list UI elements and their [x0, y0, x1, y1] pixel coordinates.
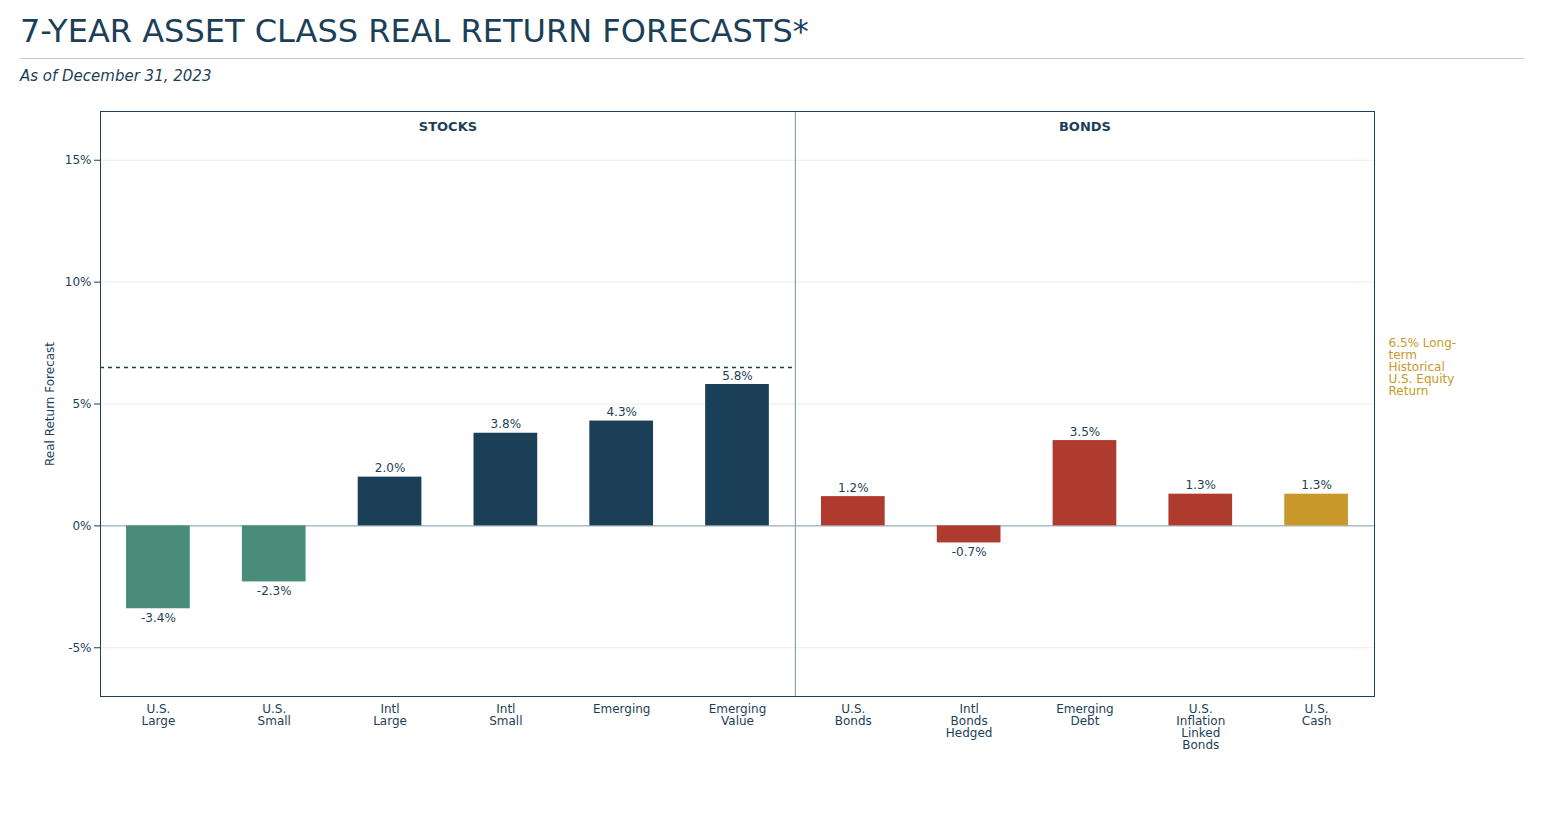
svg-text:3.8%: 3.8% — [491, 417, 522, 431]
html-text:7-YEAR ASSET CLASS REAL RETURN: 7-YEAR ASSET CLASS REAL RETURN FORECASTS… — [20, 12, 809, 50]
svg-text:3.5%: 3.5% — [1070, 425, 1101, 439]
svg-text:Real Return Forecast: Real Return Forecast — [43, 342, 57, 466]
svg-text:0%: 0% — [72, 519, 91, 533]
svg-text:6.5% Long-termHistoricalU.S. E: 6.5% Long-termHistoricalU.S. EquityRetur… — [1389, 336, 1457, 398]
svg-text:1.3%: 1.3% — [1301, 478, 1332, 492]
svg-text:IntlLarge: IntlLarge — [373, 702, 407, 728]
svg-text:Emerging: Emerging — [593, 702, 651, 716]
svg-text:-5%: -5% — [68, 641, 91, 655]
svg-text:U.S.Small: U.S.Small — [258, 702, 291, 728]
svg-text:4.3%: 4.3% — [606, 405, 637, 419]
html-text:As of December 31, 2023: As of December 31, 2023 — [20, 67, 212, 85]
svg-text:U.S.Cash: U.S.Cash — [1302, 702, 1332, 728]
svg-text:2.0%: 2.0% — [375, 461, 406, 475]
svg-text:-0.7%: -0.7% — [952, 545, 987, 559]
svg-text:U.S.Large: U.S.Large — [142, 702, 176, 728]
svg-text:EmergingValue: EmergingValue — [709, 702, 767, 728]
svg-text:5%: 5% — [72, 397, 91, 411]
svg-text:U.S.Bonds: U.S.Bonds — [835, 702, 872, 728]
svg-text:IntlBondsHedged: IntlBondsHedged — [946, 702, 993, 740]
svg-text:1.2%: 1.2% — [838, 481, 869, 495]
svg-text:BONDS: BONDS — [1059, 119, 1111, 134]
svg-text:10%: 10% — [65, 275, 92, 289]
svg-text:-2.3%: -2.3% — [257, 584, 292, 598]
svg-text:5.8%: 5.8% — [722, 369, 753, 383]
svg-text:1.3%: 1.3% — [1186, 478, 1217, 492]
svg-text:IntlSmall: IntlSmall — [489, 702, 522, 728]
svg-text:U.S.InflationLinkedBonds: U.S.InflationLinkedBonds — [1176, 702, 1225, 752]
svg-text:15%: 15% — [65, 153, 92, 167]
svg-text:STOCKS: STOCKS — [419, 119, 477, 134]
svg-text:-3.4%: -3.4% — [141, 611, 176, 625]
svg-text:EmergingDebt: EmergingDebt — [1056, 702, 1114, 728]
